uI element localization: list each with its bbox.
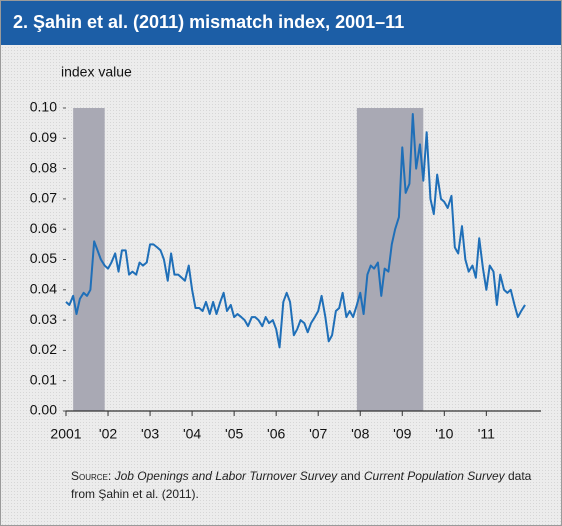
source-text: data from Şahin et al. (2011).	[71, 469, 532, 501]
source-text: Job Openings and Labor Turnover Survey	[114, 469, 338, 483]
y-tick-label: 0.02	[30, 341, 57, 357]
data-line	[65, 113, 526, 349]
x-tick-label: '11	[478, 426, 495, 442]
y-axis-label: index value	[61, 64, 132, 80]
recession-shade	[73, 108, 105, 411]
y-tick-label: 0.00	[30, 402, 57, 418]
y-tick-label: 0.07	[30, 190, 57, 206]
x-tick-label: '02	[99, 426, 117, 442]
y-tick-label: 0.03	[30, 311, 57, 327]
header: 2. Şahin et al. (2011) mismatch index, 2…	[1, 1, 561, 45]
x-tick-label: '08	[351, 426, 369, 442]
x-tick-label: 2001	[50, 426, 81, 442]
source-label: Source:	[71, 469, 112, 483]
x-tick-label: '09	[393, 426, 411, 442]
source-text: and	[340, 469, 361, 483]
y-tick-label: 0.04	[30, 281, 57, 297]
y-tick-label: 0.08	[30, 159, 57, 175]
source-text: Current Population Survey	[363, 469, 505, 483]
x-tick-label: '10	[435, 426, 453, 442]
chart-title: 2. Şahin et al. (2011) mismatch index, 2…	[13, 12, 405, 32]
x-tick-label: '05	[225, 426, 243, 442]
x-tick-label: '03	[141, 426, 159, 442]
y-tick-label: 0.06	[30, 220, 57, 236]
y-tick-label: 0.09	[30, 129, 57, 145]
x-tick-label: '06	[267, 426, 285, 442]
y-tick-label: 0.01	[30, 371, 57, 387]
y-tick-label: 0.10	[30, 99, 57, 115]
y-tick-label: 0.05	[30, 250, 57, 266]
x-tick-label: '07	[309, 426, 327, 442]
source-note: Source: Job Openings and Labor Turnover …	[71, 467, 541, 503]
x-tick-label: '04	[183, 426, 201, 442]
